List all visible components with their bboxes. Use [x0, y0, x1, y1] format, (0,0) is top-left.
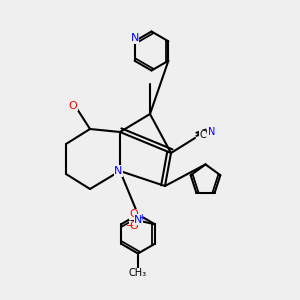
Text: N: N	[114, 166, 123, 176]
Text: C: C	[199, 130, 206, 140]
Text: −: −	[126, 221, 134, 231]
Text: N: N	[134, 215, 142, 225]
Text: N: N	[208, 127, 215, 137]
Text: O: O	[68, 100, 77, 111]
Text: N: N	[130, 33, 139, 43]
Text: O: O	[130, 209, 138, 219]
Text: O: O	[130, 221, 138, 231]
Text: +: +	[139, 213, 145, 222]
Text: CH₃: CH₃	[129, 268, 147, 278]
